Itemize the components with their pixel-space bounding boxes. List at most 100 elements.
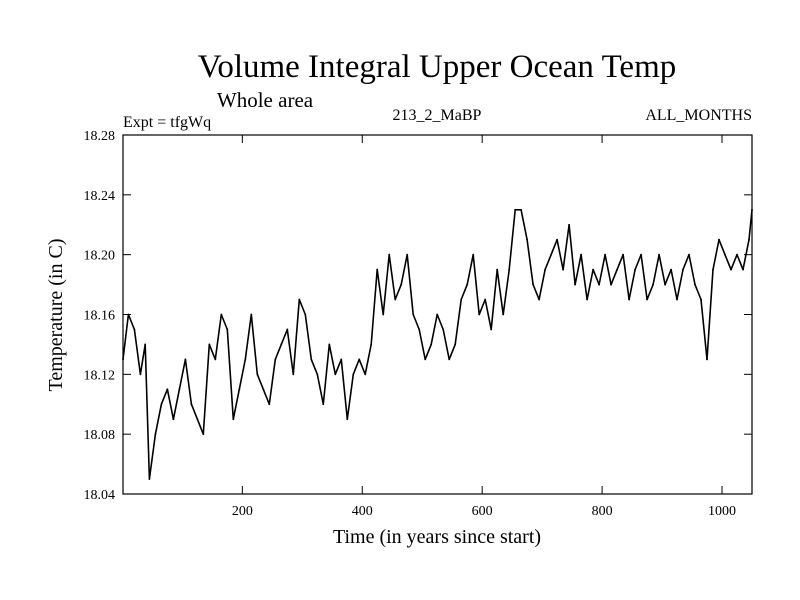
data-point bbox=[400, 283, 403, 286]
data-point bbox=[122, 358, 124, 361]
data-point bbox=[682, 268, 684, 271]
data-point bbox=[724, 253, 726, 256]
data-point bbox=[658, 253, 660, 256]
data-point bbox=[352, 373, 355, 376]
x-tick-label: 600 bbox=[472, 504, 493, 519]
data-point bbox=[568, 223, 571, 226]
data-point bbox=[226, 328, 229, 331]
data-point bbox=[664, 283, 666, 286]
data-point bbox=[133, 328, 136, 331]
data-point bbox=[751, 208, 753, 211]
data-point bbox=[436, 313, 439, 316]
data-point bbox=[688, 253, 690, 256]
data-point bbox=[646, 298, 648, 301]
data-point bbox=[208, 343, 211, 346]
y-axis: 18.04 18.08 18.12 18.16 18.20 18.24 18.28 bbox=[84, 129, 752, 503]
y-tick-label: 18.04 bbox=[84, 488, 116, 503]
data-point bbox=[178, 388, 181, 391]
data-point bbox=[700, 298, 702, 301]
data-point bbox=[490, 328, 493, 331]
period-label: ALL_MONTHS bbox=[645, 107, 752, 124]
data-point bbox=[298, 298, 301, 301]
data-point bbox=[556, 238, 559, 241]
x-axis-title: Time (in years since start) bbox=[333, 526, 541, 548]
chart-subtitle: Whole area bbox=[217, 88, 314, 112]
data-point bbox=[196, 418, 199, 421]
data-point bbox=[652, 283, 654, 286]
data-point bbox=[676, 298, 678, 301]
data-point bbox=[160, 403, 163, 406]
data-point bbox=[736, 253, 738, 256]
data-point bbox=[244, 358, 247, 361]
data-point bbox=[358, 358, 361, 361]
data-point bbox=[544, 268, 547, 271]
data-point bbox=[448, 358, 451, 361]
data-point bbox=[166, 388, 169, 391]
data-point bbox=[370, 343, 373, 346]
y-axis-title: Temperature (in C) bbox=[45, 239, 67, 392]
data-point bbox=[712, 268, 714, 271]
data-point bbox=[478, 313, 481, 316]
data-point bbox=[526, 238, 529, 241]
data-point bbox=[172, 418, 175, 421]
data-point bbox=[406, 253, 409, 256]
data-point bbox=[250, 313, 253, 316]
data-point bbox=[424, 358, 427, 361]
data-point bbox=[640, 253, 642, 256]
data-point bbox=[214, 358, 217, 361]
data-point bbox=[628, 298, 630, 301]
data-point bbox=[304, 313, 307, 316]
x-axis: 200 400 600 800 1000 bbox=[232, 135, 736, 519]
data-point bbox=[532, 283, 535, 286]
data-point bbox=[328, 343, 331, 346]
series-line bbox=[122, 209, 753, 480]
data-point bbox=[730, 268, 732, 271]
data-point bbox=[274, 358, 277, 361]
data-point bbox=[514, 208, 517, 211]
data-point bbox=[574, 283, 577, 286]
data-point bbox=[346, 418, 349, 421]
y-tick-label: 18.24 bbox=[84, 189, 116, 204]
data-point bbox=[220, 313, 223, 316]
data-point bbox=[127, 313, 130, 316]
data-point bbox=[610, 283, 612, 286]
data-point bbox=[430, 343, 433, 346]
y-tick-label: 18.08 bbox=[84, 428, 116, 443]
data-point bbox=[694, 283, 696, 286]
data-point bbox=[268, 403, 271, 406]
data-point bbox=[334, 373, 337, 376]
x-tick-label: 800 bbox=[592, 504, 613, 519]
chart-title: Volume Integral Upper Ocean Temp bbox=[198, 49, 676, 85]
data-point bbox=[310, 358, 313, 361]
data-point bbox=[376, 268, 379, 271]
expt-label: Expt = tfgWq bbox=[123, 114, 211, 131]
data-point bbox=[496, 268, 499, 271]
data-point bbox=[154, 433, 157, 436]
data-point bbox=[592, 268, 595, 271]
data-point bbox=[394, 298, 397, 301]
data-point bbox=[442, 328, 445, 331]
data-point bbox=[139, 373, 142, 376]
data-point bbox=[316, 373, 319, 376]
data-point bbox=[280, 343, 283, 346]
data-point bbox=[502, 313, 505, 316]
data-point bbox=[340, 358, 343, 361]
data-point bbox=[262, 388, 265, 391]
data-point bbox=[466, 283, 469, 286]
data-point bbox=[144, 343, 147, 346]
data-point bbox=[508, 268, 511, 271]
data-point bbox=[622, 253, 624, 256]
data-point bbox=[232, 418, 235, 421]
data-point bbox=[184, 358, 187, 361]
data-point bbox=[520, 208, 523, 211]
data-point bbox=[550, 253, 553, 256]
data-point bbox=[616, 268, 618, 271]
data-point bbox=[562, 268, 565, 271]
data-point bbox=[670, 268, 672, 271]
data-point bbox=[202, 433, 205, 436]
data-point bbox=[412, 313, 415, 316]
data-point bbox=[472, 253, 475, 256]
data-point bbox=[580, 253, 583, 256]
data-point bbox=[748, 238, 750, 241]
